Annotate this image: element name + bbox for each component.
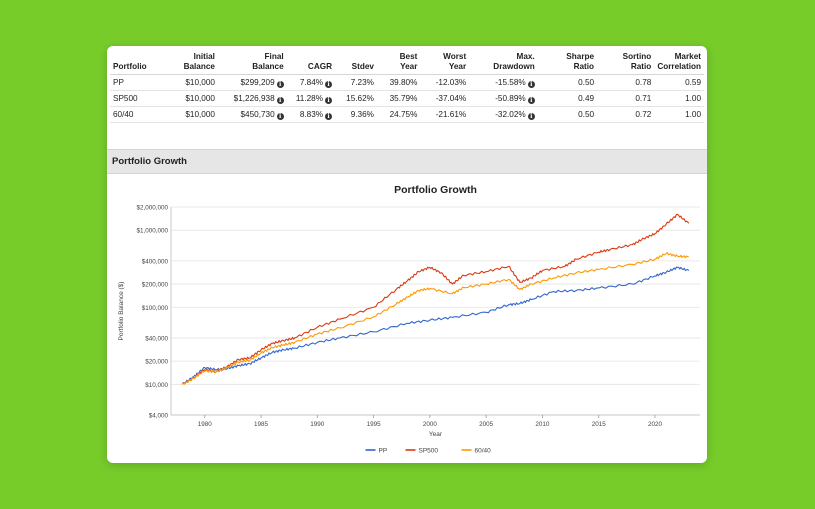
cell-best-year: 35.79% <box>376 90 421 107</box>
info-icon[interactable]: i <box>527 80 535 88</box>
cell-max-drawdown: -15.58% i <box>469 74 538 91</box>
table-row: 60/40 $10,000 $450,730 i 8.83% i 9.36% 24.… <box>110 106 704 123</box>
col-header-worst-year: Worst Year <box>420 51 470 75</box>
cell-final-balance: $299,209 i <box>217 74 287 91</box>
cell-market-correlation: 1.00 <box>654 90 704 107</box>
y-tick-label: $1,000,000 <box>136 228 168 235</box>
table-header-row: Portfolio Initial Balance Final Balance CA… <box>110 51 704 75</box>
series-line-pp <box>181 266 690 385</box>
legend-label: SP500 <box>419 448 439 455</box>
cell-best-year: 24.75% <box>376 106 421 123</box>
cell-sortino-ratio: 0.71 <box>597 90 655 107</box>
series-line-sp500 <box>181 213 690 385</box>
y-tick-label: $10,000 <box>145 382 168 389</box>
cell-sharpe-ratio: 0.50 <box>537 106 598 123</box>
info-icon[interactable]: i <box>276 96 284 104</box>
y-tick-label: $100,000 <box>142 305 169 312</box>
x-tick-label: 2015 <box>592 421 607 428</box>
series-line-60-40 <box>181 252 689 385</box>
legend-label: PP <box>379 448 388 455</box>
info-icon[interactable]: i <box>276 112 284 120</box>
cell-worst-year: -12.03% <box>420 74 470 91</box>
cell-market-correlation: 1.00 <box>654 106 704 123</box>
x-tick-label: 1980 <box>198 421 213 428</box>
col-header-market-correlation: Market Correlation <box>654 51 704 75</box>
cell-initial-balance: $10,000 <box>164 74 218 91</box>
col-header-cagr: CAGR <box>286 51 336 75</box>
col-header-max-drawdown: Max. Drawdown <box>469 51 538 75</box>
cell-max-drawdown: -50.89% i <box>469 90 538 107</box>
info-icon[interactable]: i <box>325 112 333 120</box>
portfolio-card: Portfolio Initial Balance Final Balance CA… <box>107 46 707 463</box>
section-header: Portfolio Growth <box>107 149 707 174</box>
section-title: Portfolio Growth <box>112 156 187 167</box>
cell-initial-balance: $10,000 <box>164 106 218 123</box>
cell-sharpe-ratio: 0.50 <box>537 74 598 91</box>
y-tick-label: $20,000 <box>145 359 168 366</box>
table-row: SP500 $10,000 $1,226,938 i 11.28% i 15.62%… <box>110 90 704 107</box>
stats-table: Portfolio Initial Balance Final Balance CA… <box>110 51 704 123</box>
cell-cagr: 11.28% i <box>286 90 336 107</box>
cell-final-balance: $450,730 i <box>217 106 287 123</box>
info-icon[interactable]: i <box>325 96 333 104</box>
info-icon[interactable]: i <box>527 96 535 104</box>
cell-final-balance: $1,226,938 i <box>217 90 287 107</box>
cell-stdev: 15.62% <box>335 90 377 107</box>
cell-stdev: 9.36% <box>335 106 377 123</box>
cell-portfolio: SP500 <box>110 90 165 107</box>
y-tick-label: $200,000 <box>142 282 169 289</box>
col-header-initial-balance: Initial Balance <box>164 51 218 75</box>
cell-portfolio: PP <box>110 74 165 91</box>
x-tick-label: 1995 <box>367 421 382 428</box>
y-tick-label: $4,000 <box>149 413 169 420</box>
table-row: PP $10,000 $299,209 i 7.84% i 7.23% 39.80%… <box>110 74 704 91</box>
cell-best-year: 39.80% <box>376 74 421 91</box>
cell-portfolio: 60/40 <box>110 106 165 123</box>
y-axis-label: Portfolio Balance ($) <box>118 282 125 341</box>
y-tick-label: $2,000,000 <box>136 205 168 212</box>
cell-sortino-ratio: 0.72 <box>597 106 655 123</box>
y-tick-label: $40,000 <box>145 335 168 342</box>
x-axis-label: Year <box>429 431 443 438</box>
x-tick-label: 2010 <box>535 421 550 428</box>
cell-stdev: 7.23% <box>335 74 377 91</box>
col-header-final-balance: Final Balance <box>217 51 287 75</box>
cell-max-drawdown: -32.02% i <box>469 106 538 123</box>
cell-sharpe-ratio: 0.49 <box>537 90 598 107</box>
x-tick-label: 2000 <box>423 421 438 428</box>
cell-sortino-ratio: 0.78 <box>597 74 655 91</box>
x-tick-label: 2020 <box>648 421 663 428</box>
info-icon[interactable]: i <box>325 80 333 88</box>
cell-initial-balance: $10,000 <box>164 90 218 107</box>
cell-worst-year: -37.04% <box>420 90 470 107</box>
cell-cagr: 8.83% i <box>286 106 336 123</box>
x-tick-label: 2005 <box>479 421 494 428</box>
chart-title: Portfolio Growth <box>394 184 477 196</box>
info-icon[interactable]: i <box>276 80 284 88</box>
col-header-portfolio: Portfolio <box>110 51 165 75</box>
info-icon[interactable]: i <box>527 112 535 120</box>
col-header-stdev: Stdev <box>335 51 377 75</box>
col-header-best-year: Best Year <box>376 51 421 75</box>
y-tick-label: $400,000 <box>142 258 169 265</box>
legend-label: 60/40 <box>475 448 492 455</box>
growth-chart: Portfolio Growth $4,000 $10,000 $20,000 $40,… <box>118 184 700 455</box>
cell-market-correlation: 0.59 <box>654 74 704 91</box>
cell-worst-year: -21.61% <box>420 106 470 123</box>
col-header-sortino-ratio: Sortino Ratio <box>597 51 655 75</box>
x-tick-label: 1990 <box>310 421 325 428</box>
cell-cagr: 7.84% i <box>286 74 336 91</box>
col-header-sharpe-ratio: Sharpe Ratio <box>537 51 598 75</box>
x-tick-label: 1985 <box>254 421 269 428</box>
